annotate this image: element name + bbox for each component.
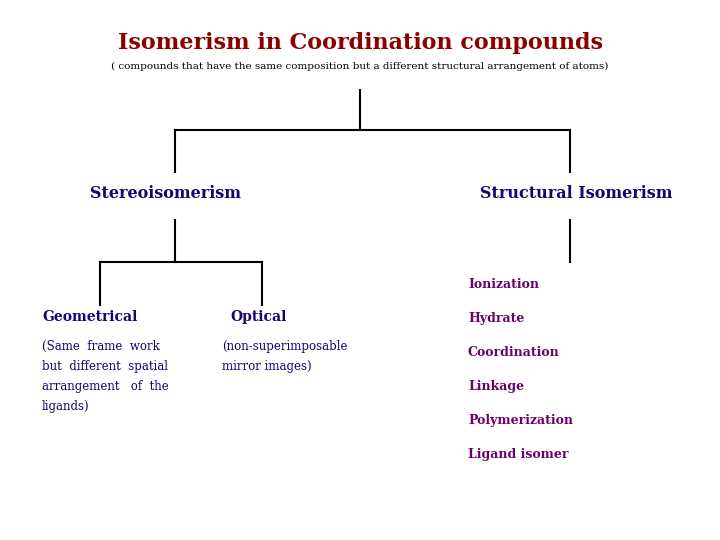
Text: Ionization: Ionization	[468, 278, 539, 291]
Text: Isomerism in Coordination compounds: Isomerism in Coordination compounds	[117, 32, 603, 54]
Text: Optical: Optical	[230, 310, 287, 324]
Text: Stereoisomerism: Stereoisomerism	[90, 185, 241, 202]
Text: Ligand isomer: Ligand isomer	[468, 448, 569, 461]
Text: (Same  frame  work
but  different  spatial
arrangement   of  the
ligands): (Same frame work but different spatial a…	[42, 340, 168, 413]
Text: Structural Isomerism: Structural Isomerism	[480, 185, 672, 202]
Text: ( compounds that have the same composition but a different structural arrangemen: ( compounds that have the same compositi…	[112, 62, 608, 71]
Text: (non-superimposable
mirror images): (non-superimposable mirror images)	[222, 340, 348, 373]
Text: Hydrate: Hydrate	[468, 312, 524, 325]
Text: Coordination: Coordination	[468, 346, 559, 359]
Text: Geometrical: Geometrical	[42, 310, 138, 324]
Text: Linkage: Linkage	[468, 380, 524, 393]
Text: Polymerization: Polymerization	[468, 414, 573, 427]
